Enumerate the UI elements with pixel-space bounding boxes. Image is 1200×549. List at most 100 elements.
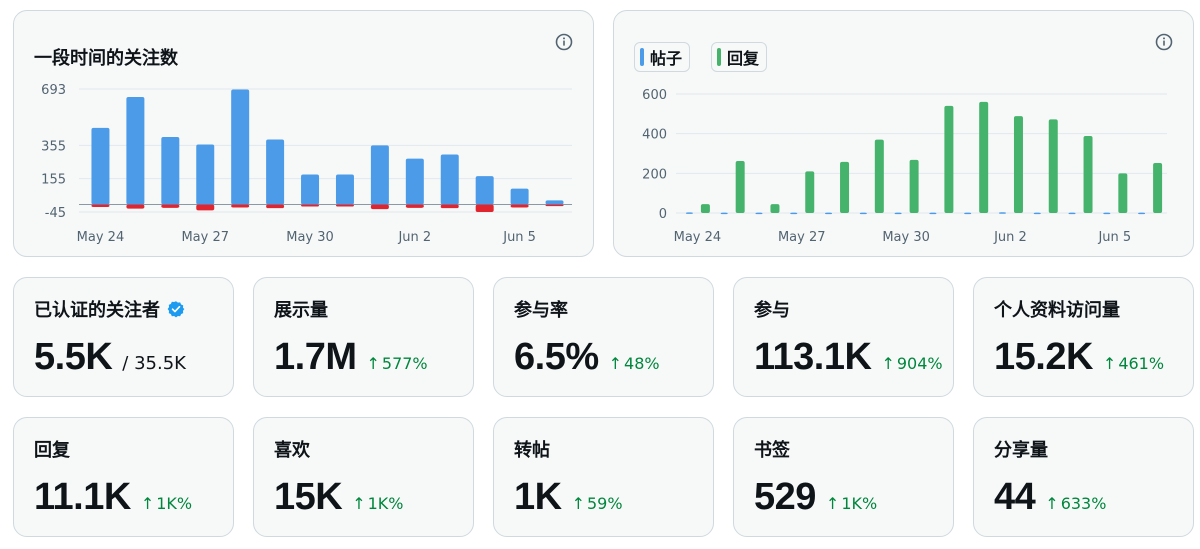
- stat-label: 已认证的关注者: [34, 296, 185, 322]
- stat-value: 44: [994, 476, 1036, 518]
- legend-replies-swatch: [717, 48, 721, 66]
- followers-chart-title: 一段时间的关注数: [34, 48, 178, 69]
- stat-total: / 35.5K: [122, 353, 186, 374]
- stat-card-likes: 喜欢 15K ↑ 1K%: [253, 417, 474, 537]
- stat-label: 喜欢: [274, 440, 310, 461]
- stat-value: 5.5K: [34, 336, 113, 378]
- stat-value-row: 15.2K ↑ 461%: [994, 336, 1164, 379]
- y-tick-label: 400: [642, 128, 667, 143]
- bar: [685, 212, 693, 214]
- stat-delta: ↑ 904%: [881, 354, 942, 373]
- bar: [1138, 212, 1146, 215]
- x-tick-label: May 24: [77, 230, 125, 245]
- stat-delta-value: 904%: [896, 354, 943, 373]
- bar: [126, 204, 145, 209]
- stat-value: 11.1K: [34, 476, 131, 518]
- bar: [720, 212, 728, 215]
- stat-value-row: 15K ↑ 1K%: [274, 476, 404, 519]
- x-tick-label: Jun 5: [1097, 230, 1131, 245]
- bar: [700, 204, 710, 213]
- legend-posts[interactable]: 帖子: [634, 42, 691, 72]
- up-arrow-icon: ↑: [571, 494, 585, 513]
- stat-card-impressions: 展示量 1.7M ↑ 577%: [253, 277, 474, 397]
- bar: [909, 159, 919, 213]
- up-arrow-icon: ↑: [1045, 494, 1059, 513]
- bar: [770, 204, 780, 213]
- up-arrow-icon: ↑: [1102, 354, 1117, 373]
- stat-value: 113.1K: [754, 336, 872, 378]
- bar: [196, 144, 215, 205]
- bar: [510, 188, 529, 205]
- y-tick-label: 600: [642, 88, 667, 103]
- bar: [859, 212, 867, 215]
- legend-posts-label: 帖子: [650, 49, 683, 68]
- bar: [944, 105, 954, 213]
- bar: [335, 174, 354, 205]
- stat-delta-value: 48%: [624, 354, 660, 373]
- bar: [874, 139, 884, 213]
- followers-bar-chart: 693 355 155 -45 May 24 May 27 May 30 Jun 2 Jun 5: [41, 83, 572, 245]
- stat-label: 参与: [754, 300, 790, 321]
- bar: [231, 89, 250, 205]
- bar: [440, 204, 459, 209]
- bar: [825, 212, 833, 215]
- up-arrow-icon: ↑: [352, 494, 366, 513]
- stat-card-verified-followers: 已认证的关注者 5.5K / 35.5K: [13, 277, 234, 397]
- legend-replies[interactable]: 回复: [711, 42, 768, 72]
- stat-delta: ↑ 59%: [572, 494, 623, 513]
- stat-value: 15K: [274, 476, 343, 518]
- x-tick-label: May 30: [286, 230, 334, 245]
- bar: [161, 204, 180, 208]
- legend-replies-label: 回复: [727, 49, 760, 68]
- bar: [440, 154, 459, 205]
- stat-card-replies: 回复 11.1K ↑ 1K%: [13, 417, 234, 537]
- bar: [1068, 212, 1076, 215]
- stat-delta-value: 633%: [1060, 494, 1107, 513]
- bar: [929, 212, 937, 215]
- stat-delta: ↑ 1K%: [141, 494, 192, 513]
- bar: [964, 212, 972, 215]
- bar: [805, 171, 815, 213]
- info-icon[interactable]: [555, 33, 573, 51]
- x-tick-label: Jun 5: [502, 230, 536, 245]
- bar: [91, 204, 110, 207]
- stat-value: 1K: [514, 476, 562, 518]
- posts-replies-bar-chart: 600 400 200 0 May 24 May 27 May 30 Jun 2 Jun 5: [642, 88, 1167, 245]
- stat-delta-value: 461%: [1118, 354, 1165, 373]
- stat-value-row: 1.7M ↑ 577%: [274, 336, 428, 379]
- info-icon[interactable]: [1155, 33, 1173, 51]
- legend-posts-swatch: [640, 48, 644, 66]
- bar: [510, 204, 529, 208]
- up-arrow-icon: ↑: [140, 494, 155, 513]
- bar: [301, 204, 320, 207]
- stat-value-row: 1K ↑ 59%: [514, 476, 623, 519]
- stat-card-reposts: 转帖 1K ↑ 59%: [493, 417, 714, 537]
- bar: [1033, 212, 1041, 215]
- bar: [1048, 119, 1058, 213]
- stat-delta-value: 577%: [381, 354, 428, 373]
- x-tick-label: Jun 2: [397, 230, 431, 245]
- stat-label: 转帖: [514, 440, 550, 461]
- bar: [1013, 116, 1023, 213]
- y-tick-label: -45: [45, 206, 66, 221]
- bar: [231, 204, 250, 208]
- stat-delta-value: 1K%: [156, 494, 193, 513]
- stat-card-engagement-rate: 参与率 6.5% ↑ 48%: [493, 277, 714, 397]
- stat-card-profile-visits: 个人资料访问量 15.2K ↑ 461%: [973, 277, 1194, 397]
- bar: [979, 101, 989, 213]
- stat-delta: ↑ 48%: [609, 354, 660, 373]
- stat-value-row: 113.1K ↑ 904%: [754, 336, 943, 379]
- bar: [1153, 163, 1163, 213]
- up-arrow-icon: ↑: [608, 354, 623, 373]
- bar: [266, 139, 285, 205]
- bar: [405, 204, 424, 208]
- stat-label-text: 已认证的关注者: [34, 300, 160, 321]
- bar: [335, 204, 354, 207]
- y-tick-label: 155: [41, 173, 66, 188]
- stat-value: 15.2K: [994, 336, 1093, 378]
- stat-card-engagements: 参与 113.1K ↑ 904%: [733, 277, 954, 397]
- bar: [894, 212, 902, 215]
- stat-label: 参与率: [514, 300, 568, 321]
- up-arrow-icon: ↑: [881, 354, 895, 373]
- stat-delta: ↑ 633%: [1045, 494, 1106, 513]
